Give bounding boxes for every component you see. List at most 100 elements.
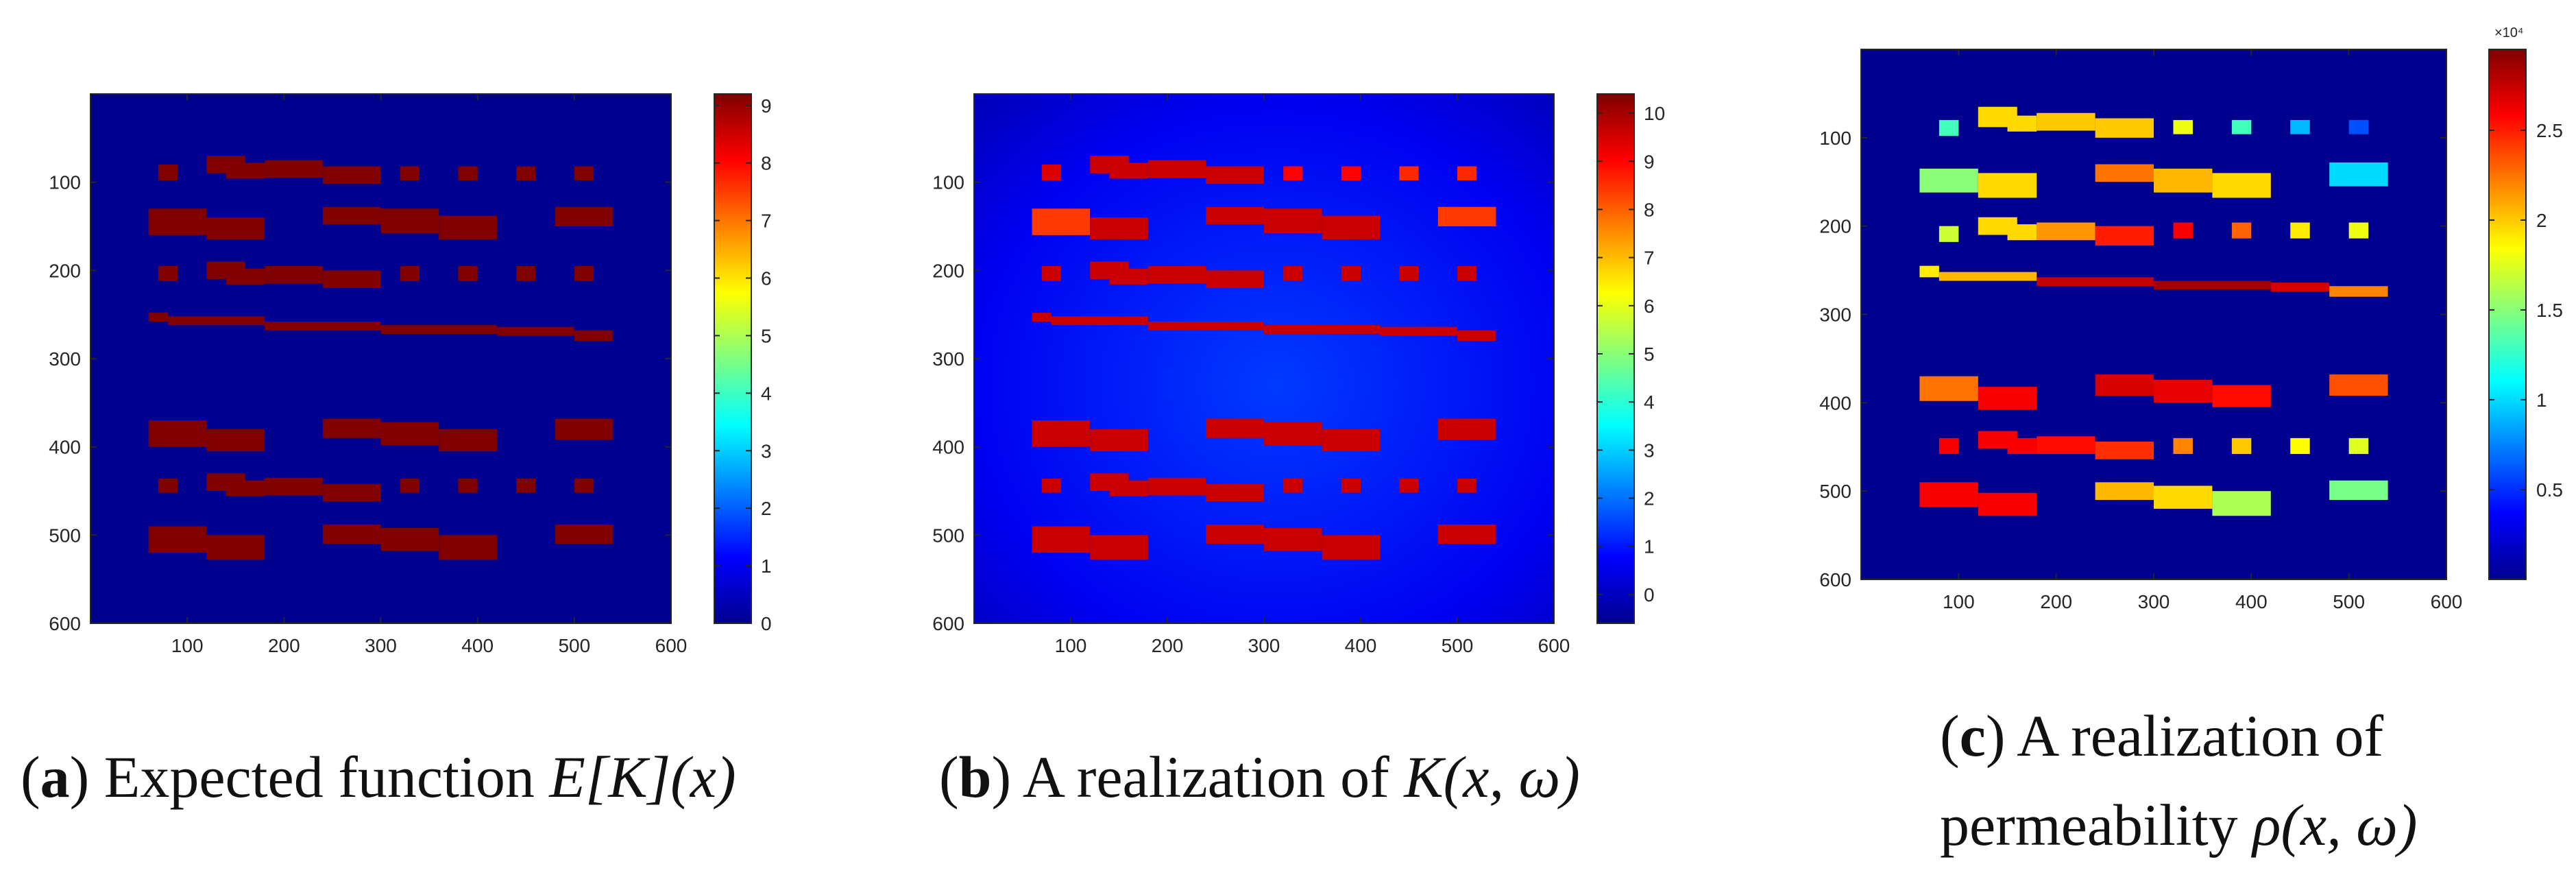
y-tick-label: 100 bbox=[1819, 128, 1851, 149]
heatmap-cell bbox=[1283, 478, 1303, 493]
caption-a-math: E[K](x) bbox=[549, 744, 736, 810]
colorbar-tick-label: 8 bbox=[1644, 199, 1655, 220]
heatmap-cell bbox=[1051, 316, 1148, 326]
colorbar-tick-label: 1 bbox=[1644, 536, 1655, 558]
heatmap-cell bbox=[265, 321, 381, 331]
colorbar-tick-label: 0.5 bbox=[2536, 479, 2563, 501]
heatmap-cell bbox=[265, 477, 323, 496]
heatmap-cell bbox=[322, 206, 381, 225]
x-tick-label: 600 bbox=[2431, 591, 2463, 612]
chart-panel-c: 100 200 300 400 500 600 100 200 300 400 500 600 0.5 1… bbox=[1819, 25, 2563, 612]
chart-panel-a: 100 200 300 400 500 600 100 200 300 400 500 600 0 1 2 3… bbox=[49, 93, 772, 656]
heatmap-cell bbox=[2037, 222, 2095, 241]
heatmap-cell bbox=[1919, 376, 1978, 401]
heatmap-cell bbox=[206, 535, 265, 560]
caption-a: (a) Expected function E[K](x) bbox=[21, 744, 736, 810]
caption-b-math: K(x, ω) bbox=[1404, 744, 1580, 810]
heatmap-cell bbox=[2329, 162, 2388, 187]
heatmap-cell bbox=[2231, 222, 2252, 239]
x-tick-label: 100 bbox=[1943, 591, 1975, 612]
heatmap-cell bbox=[322, 524, 381, 544]
heatmap-cell bbox=[2154, 280, 2271, 290]
y-tick-label: 600 bbox=[932, 613, 964, 634]
x-tick-label: 100 bbox=[1055, 635, 1087, 656]
heatmap-cell bbox=[1283, 166, 1303, 181]
heatmap-cell bbox=[380, 325, 497, 334]
y-tick-label: 200 bbox=[1819, 216, 1851, 237]
colorbar-tick-label: 2.5 bbox=[2536, 120, 2563, 141]
heatmap-cell bbox=[380, 528, 439, 551]
heatmap-cell bbox=[1919, 482, 1978, 507]
y-tick-label: 400 bbox=[49, 437, 81, 458]
heatmap-cell bbox=[322, 166, 381, 184]
heatmap-cell bbox=[1264, 208, 1322, 234]
heatmap-cell bbox=[1147, 321, 1264, 331]
heatmap-cell bbox=[1109, 480, 1148, 496]
heatmap-cell bbox=[2173, 222, 2193, 239]
heatmap-cell bbox=[226, 268, 265, 285]
heatmap-cell bbox=[400, 166, 420, 181]
heatmap-blocks bbox=[1032, 156, 1496, 560]
heatmap-cell bbox=[158, 478, 178, 493]
heatmap-cell bbox=[458, 166, 478, 181]
heatmap-cell bbox=[2231, 438, 2252, 455]
heatmap-cell bbox=[226, 163, 265, 179]
heatmap-cell bbox=[2095, 226, 2154, 246]
heatmap-cell bbox=[2329, 480, 2388, 501]
colorbar-tick-label: 7 bbox=[1644, 248, 1655, 269]
heatmap-cell bbox=[574, 478, 594, 493]
heatmap-cell bbox=[380, 422, 439, 446]
colorbar-tick-label: 3 bbox=[1644, 440, 1655, 461]
heatmap-cell bbox=[2095, 118, 2154, 138]
colorbar-tick-label: 2 bbox=[761, 498, 772, 519]
colorbar-tick-label: 9 bbox=[1644, 151, 1655, 172]
y-tick-label: 600 bbox=[1819, 569, 1851, 590]
colorbar-tick-label: 4 bbox=[761, 383, 772, 404]
heatmap-cell bbox=[516, 166, 536, 181]
heatmap-cell bbox=[322, 418, 381, 438]
heatmap-cell bbox=[1437, 206, 1496, 226]
heatmap-cell bbox=[226, 480, 265, 496]
heatmap-cell bbox=[2095, 442, 2154, 459]
heatmap-cell bbox=[1090, 535, 1148, 560]
colorbar-tick-label: 2 bbox=[1644, 488, 1655, 510]
heatmap-cell bbox=[574, 330, 613, 341]
heatmap-cell bbox=[1206, 206, 1264, 225]
heatmap-cell bbox=[158, 265, 178, 281]
caption-a-text: Expected function bbox=[104, 744, 535, 810]
colorbar-gradient bbox=[714, 93, 752, 624]
heatmap-blocks bbox=[148, 156, 613, 560]
heatmap-cell bbox=[2290, 120, 2310, 134]
x-tick-label: 400 bbox=[2235, 591, 2268, 612]
heatmap-cell bbox=[1341, 265, 1361, 281]
heatmap-cell bbox=[2037, 277, 2154, 287]
x-tick-label: 600 bbox=[1538, 635, 1570, 656]
heatmap-cell bbox=[1283, 265, 1303, 281]
caption-c-math: ρ(x, ω) bbox=[2252, 792, 2418, 858]
x-tick-label: 600 bbox=[655, 635, 688, 656]
y-tick-label: 300 bbox=[932, 348, 964, 370]
colorbar-tick-label: 9 bbox=[761, 95, 772, 117]
heatmap-cell bbox=[1457, 330, 1496, 341]
colorbar-tick-label: 0 bbox=[761, 613, 772, 634]
x-tick-label: 300 bbox=[2138, 591, 2170, 612]
heatmap-cell bbox=[1206, 270, 1264, 289]
heatmap-cell bbox=[2290, 222, 2310, 239]
heatmap-cell bbox=[2007, 115, 2037, 132]
heatmap-cell bbox=[2329, 374, 2388, 396]
x-tick-label: 500 bbox=[1442, 635, 1474, 656]
heatmap-cell bbox=[2154, 379, 2213, 403]
heatmap-cell bbox=[1032, 313, 1052, 322]
heatmap-cell bbox=[555, 206, 613, 226]
x-tick-label: 300 bbox=[1248, 635, 1280, 656]
heatmap-cell bbox=[1341, 166, 1361, 181]
heatmap-cell bbox=[380, 208, 439, 234]
heatmap-blocks bbox=[1919, 106, 2388, 516]
x-tick-label: 500 bbox=[2333, 591, 2365, 612]
heatmap-cell bbox=[1041, 164, 1061, 181]
x-tick-label: 300 bbox=[365, 635, 397, 656]
heatmap-cell bbox=[1041, 265, 1061, 281]
heatmap-cell bbox=[1032, 420, 1091, 447]
heatmap-cell bbox=[2231, 120, 2252, 134]
